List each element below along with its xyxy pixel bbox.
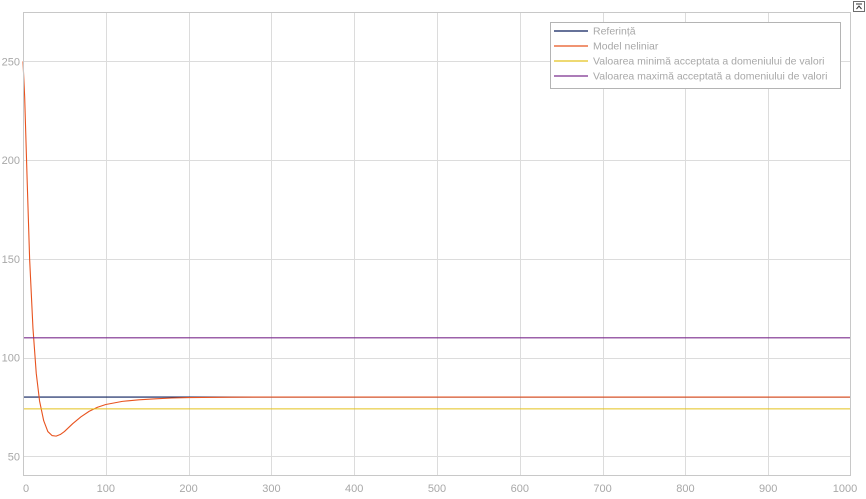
- x-tick-label: 700: [593, 483, 611, 495]
- grid: [23, 12, 851, 476]
- y-tick-label: 50: [8, 451, 20, 463]
- legend-entry: Valoarea maximă acceptată a domeniului d…: [593, 71, 827, 83]
- series-line-2: [22, 61, 851, 437]
- tick-labels: 0 100 200 300 400 500 600 700 800 900 1000 50 100 150…: [2, 56, 858, 495]
- plot-frame: [23, 12, 851, 476]
- legend: Referință Model neliniar Valoarea minimă a…: [550, 22, 841, 89]
- y-tick-label: 250: [2, 56, 20, 68]
- legend-entry: Model neliniar: [593, 41, 659, 53]
- expand-arrow-icon: [856, 3, 862, 9]
- x-tick-label: 400: [345, 483, 363, 495]
- x-tick-label: 300: [262, 483, 280, 495]
- series-layer: [22, 61, 851, 437]
- expand-button[interactable]: [853, 1, 865, 12]
- legend-box: [550, 22, 841, 89]
- x-tick-label: 900: [759, 483, 777, 495]
- x-tick-label: 1000: [833, 483, 857, 495]
- y-tick-label: 200: [2, 155, 20, 167]
- y-tick-label: 150: [2, 254, 20, 266]
- x-tick-label: 100: [97, 483, 115, 495]
- x-tick-label: 200: [179, 483, 197, 495]
- legend-entry: Referință: [593, 26, 636, 38]
- x-tick-label: 0: [23, 483, 29, 495]
- x-tick-label: 500: [428, 483, 446, 495]
- x-tick-label: 600: [511, 483, 529, 495]
- y-tick-label: 100: [2, 353, 20, 365]
- legend-entry: Valoarea minimă acceptata a domeniului d…: [593, 56, 825, 68]
- x-tick-label: 800: [676, 483, 694, 495]
